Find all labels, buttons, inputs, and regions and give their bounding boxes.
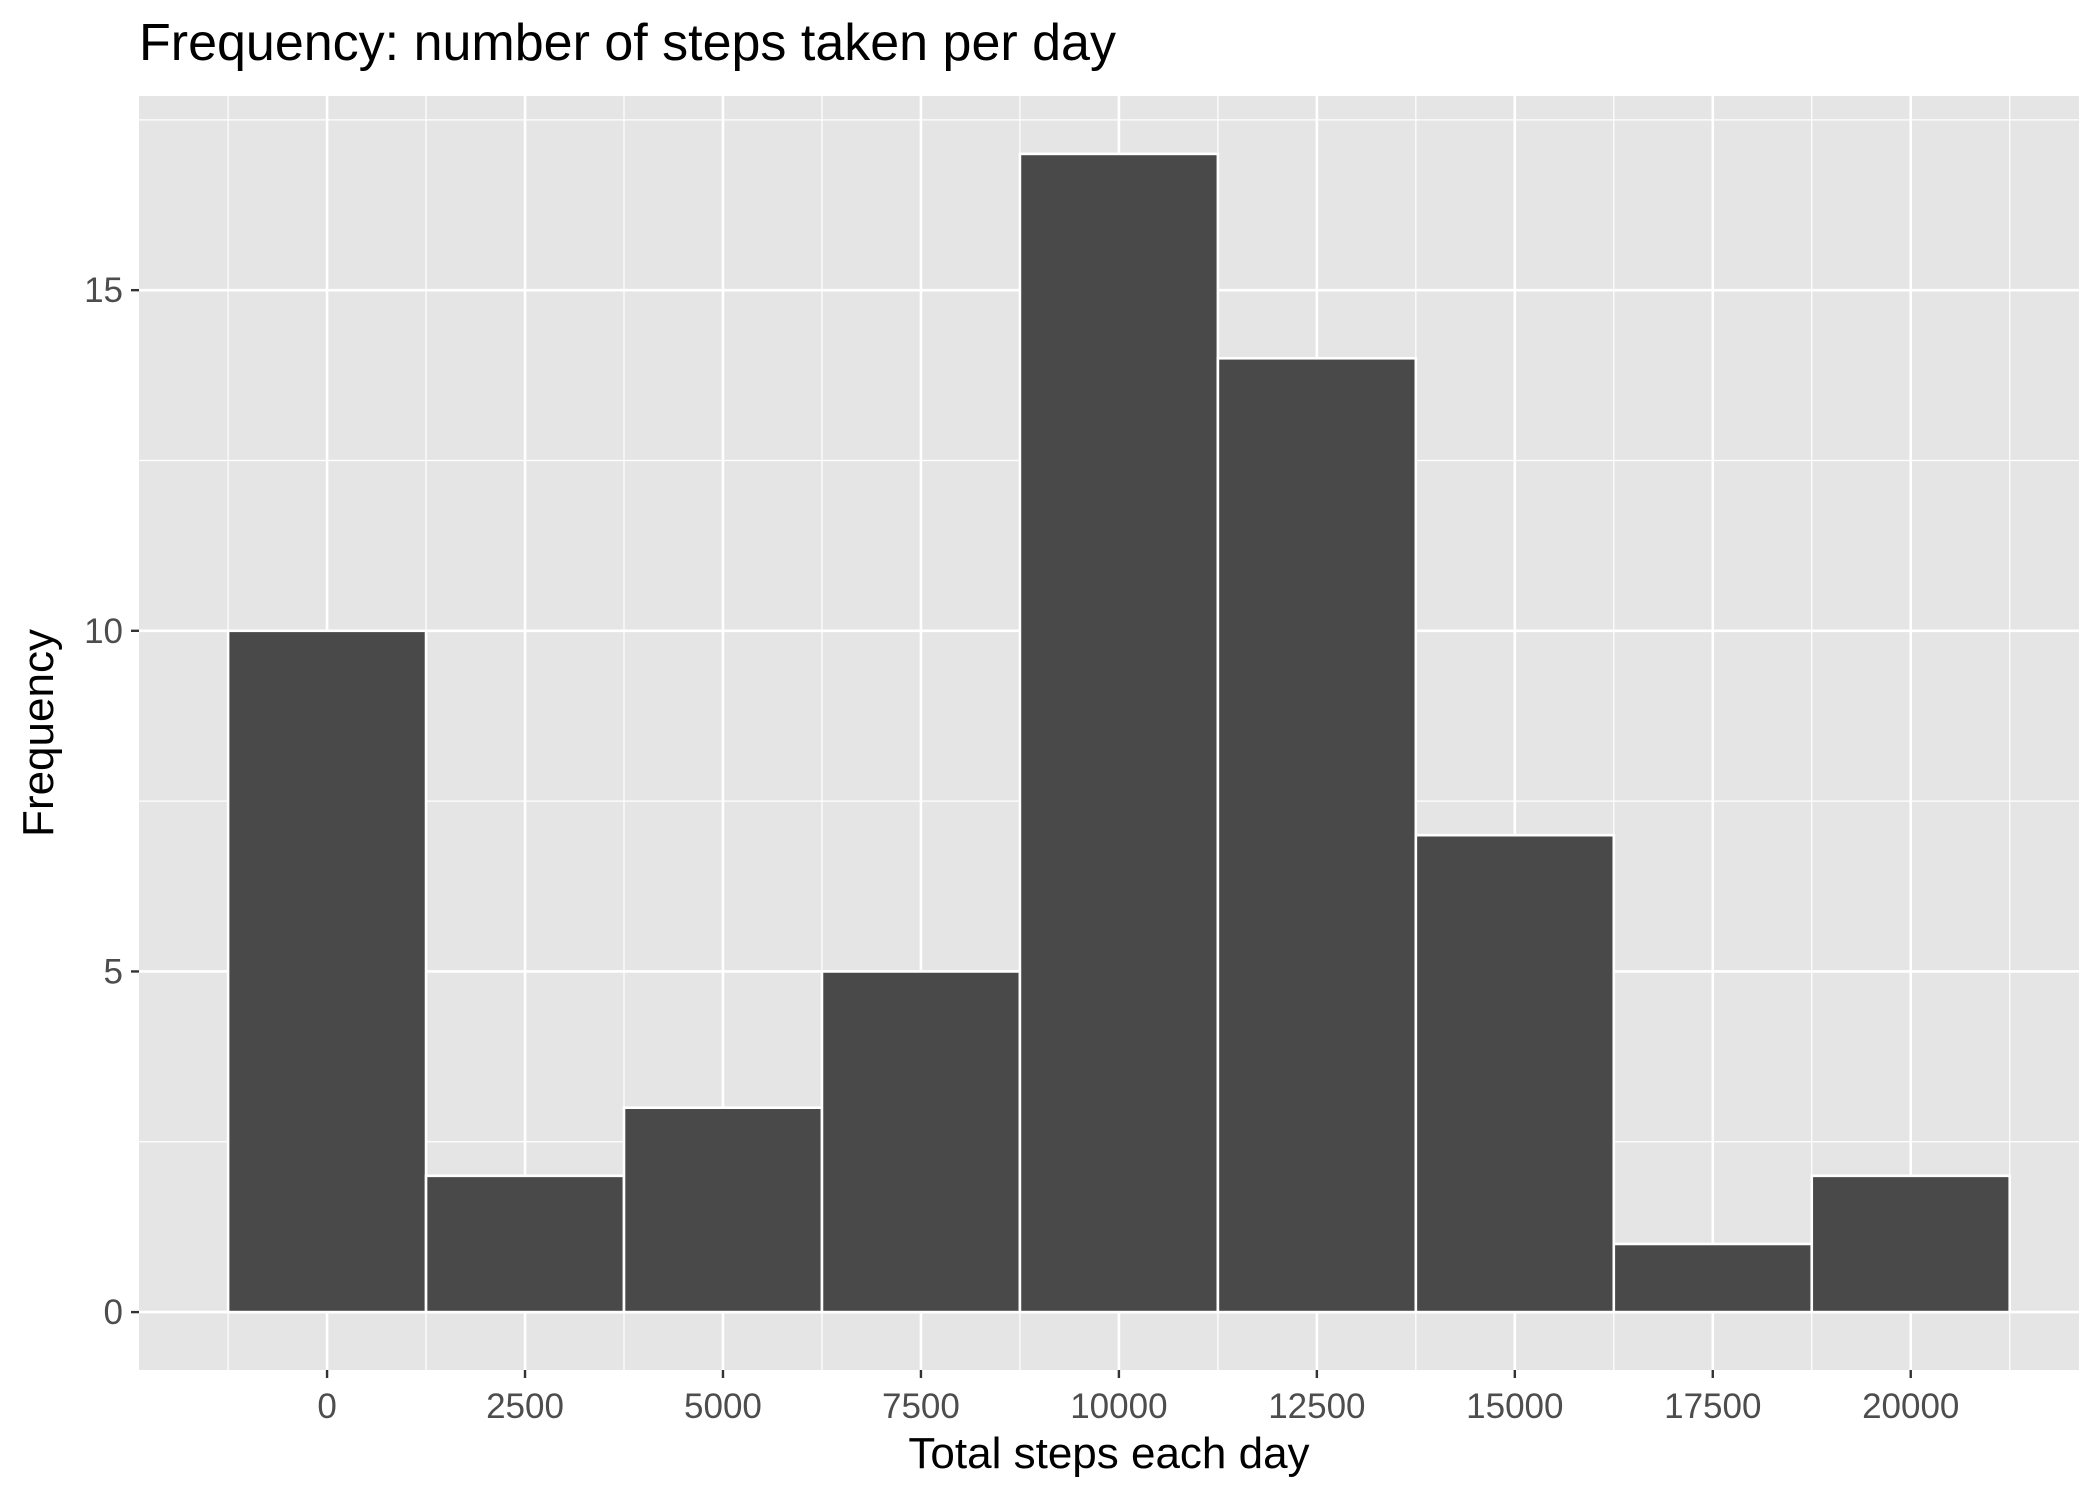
- x-tick-label: 15000: [1466, 1387, 1563, 1426]
- x-tick-label: 10000: [1070, 1387, 1167, 1426]
- x-tick-label: 7500: [882, 1387, 960, 1426]
- histogram-bar: [820, 970, 1022, 1314]
- chart-title: Frequency: number of steps taken per day: [139, 14, 1116, 72]
- x-tick-label: 0: [317, 1387, 336, 1426]
- histogram-bar: [1018, 152, 1220, 1314]
- x-tick-label: 17500: [1664, 1387, 1761, 1426]
- y-tick-label: 15: [84, 271, 123, 310]
- x-tick-label: 2500: [486, 1387, 564, 1426]
- y-axis: 0 5 10 15: [84, 271, 139, 1332]
- histogram-bar: [1810, 1174, 2012, 1314]
- histogram-bar: [1612, 1242, 1814, 1314]
- x-tick-label: 20000: [1862, 1387, 1959, 1426]
- histogram-bars: [226, 152, 2012, 1314]
- x-axis-title: Total steps each day: [908, 1429, 1309, 1478]
- x-tick-label: 12500: [1268, 1387, 1365, 1426]
- histogram-bar: [622, 1106, 824, 1314]
- y-axis-title: Frequency: [14, 629, 63, 837]
- histogram-bar: [1414, 833, 1616, 1314]
- x-tick-label: 5000: [684, 1387, 762, 1426]
- y-tick-label: 10: [84, 612, 123, 651]
- y-tick-label: 0: [104, 1293, 123, 1332]
- x-axis: 0 2500 5000 7500 10000 12500 15000 17500 20000: [317, 1370, 1959, 1426]
- histogram-bar: [1216, 356, 1418, 1314]
- histogram-bar: [226, 629, 428, 1314]
- histogram-bar: [424, 1174, 626, 1314]
- y-tick-label: 5: [104, 952, 123, 991]
